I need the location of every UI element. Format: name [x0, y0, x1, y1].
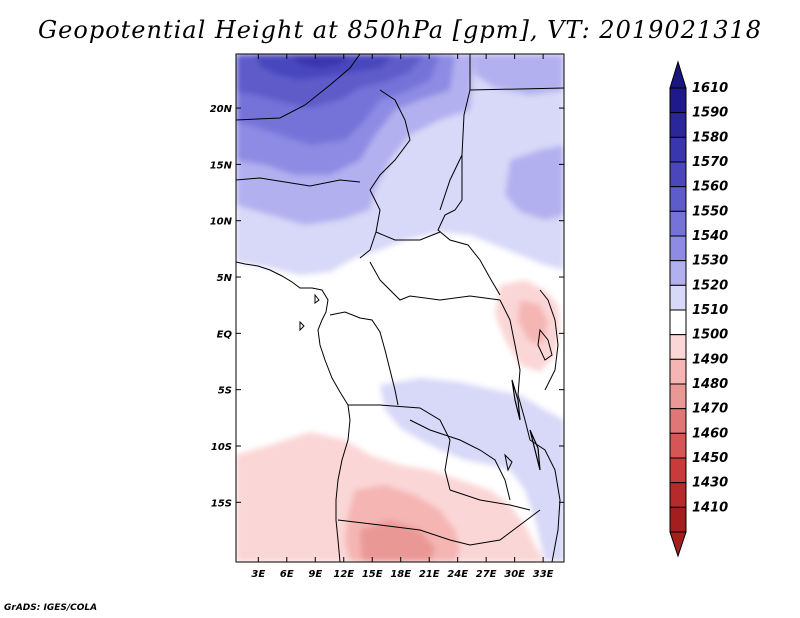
- lon-label: 3E: [251, 569, 265, 580]
- colorbar-label: 1480: [692, 377, 728, 392]
- coastlines-borders: [236, 54, 564, 562]
- colorbar-swatch: [669, 210, 687, 237]
- colorbar-swatch: [669, 161, 687, 188]
- colorbar-label: 1520: [692, 278, 728, 293]
- colorbar-bottom-arrow: [669, 531, 687, 558]
- colorbar-swatch: [669, 482, 687, 508]
- lat-label: 5S: [218, 386, 232, 397]
- colorbar-top-arrow: [669, 60, 687, 89]
- map-frame: [235, 53, 565, 563]
- colorbar-label: 1610: [692, 81, 728, 96]
- colorbar-label: 1580: [692, 130, 728, 145]
- colorbar-swatch: [669, 112, 687, 138]
- colorbar-swatch: [669, 383, 687, 410]
- colorbar-label: 1470: [692, 402, 728, 417]
- colorbar-swatch: [669, 334, 687, 360]
- lat-label: EQ: [217, 329, 233, 340]
- lon-label: 27E: [476, 569, 497, 580]
- lon-label: 18E: [390, 569, 411, 580]
- colorbar-label: 1460: [692, 426, 728, 441]
- latitude-axis: 20N 15N 10N 5N EQ 5S 10S 15S: [210, 104, 564, 509]
- colorbar-label: 1490: [692, 352, 728, 367]
- colorbar-label: 1500: [692, 328, 728, 343]
- colorbar-label: 1530: [692, 254, 728, 269]
- lon-label: 6E: [280, 569, 294, 580]
- colorbar-label: 1570: [692, 155, 728, 170]
- height-field: [236, 54, 564, 562]
- colorbar-swatch: [669, 284, 687, 311]
- colorbar-label: 1410: [692, 500, 728, 515]
- lat-label: 15S: [211, 498, 232, 509]
- colorbar-swatch: [669, 235, 687, 262]
- lat-label: 5N: [217, 273, 233, 284]
- colorbar-swatch: [669, 358, 687, 385]
- lat-label: 15N: [210, 160, 233, 171]
- colorbar-label: 1510: [692, 303, 728, 318]
- colorbar-label: 1450: [692, 451, 728, 466]
- colorbar-swatch: [669, 136, 687, 163]
- colorbar-swatch: [669, 457, 687, 484]
- lon-label: 12E: [333, 569, 354, 580]
- colorbar-swatch: [669, 87, 687, 114]
- lon-label: 24E: [447, 569, 468, 580]
- colorbar-swatch: [669, 432, 687, 459]
- colorbar-swatch: [669, 506, 687, 533]
- lon-label: 9E: [308, 569, 322, 580]
- lon-label: 30E: [504, 569, 525, 580]
- lat-label: 10S: [211, 442, 232, 453]
- colorbar-label: 1430: [692, 476, 728, 491]
- lon-label: 21E: [419, 569, 440, 580]
- longitude-axis: 3E 6E 9E 12E 15E 18E 21E 24E 27E 30E 33E: [251, 54, 554, 580]
- lat-label: 10N: [210, 217, 233, 228]
- colorbar-label: 1540: [692, 229, 728, 244]
- lon-label: 15E: [362, 569, 383, 580]
- colorbar-swatch: [669, 309, 687, 336]
- colorbar-label: 1590: [692, 106, 728, 121]
- colorbar: 1610 1590 1580 1570 1560 1550 1540 1530 1520 1510…: [669, 60, 728, 558]
- colorbar-swatch: [669, 186, 687, 212]
- grads-credit: GrADS: IGES/COLA: [4, 603, 98, 613]
- colorbar-label: 1560: [692, 180, 728, 195]
- lon-label: 33E: [533, 569, 554, 580]
- lat-label: 20N: [210, 104, 233, 115]
- colorbar-swatch: [669, 408, 687, 434]
- colorbar-label: 1550: [692, 204, 728, 219]
- plot-title: Geopotential Height at 850hPa [gpm], VT:…: [38, 16, 762, 44]
- colorbar-swatch: [669, 260, 687, 286]
